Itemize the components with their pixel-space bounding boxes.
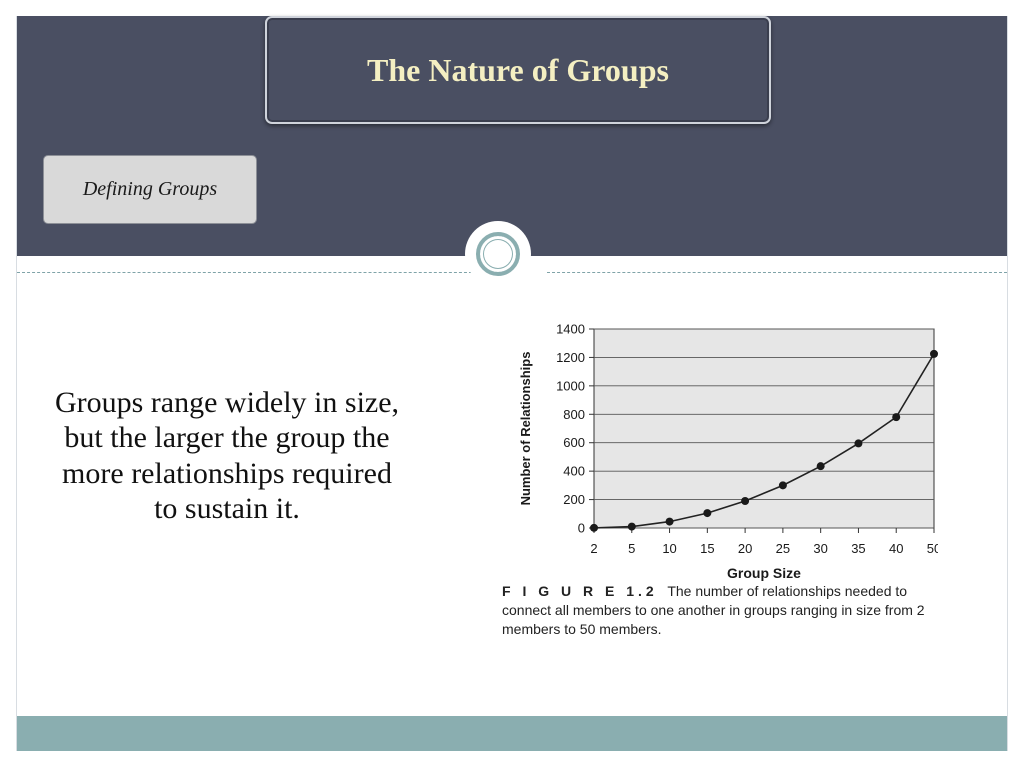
series-line (593, 353, 935, 529)
data-point (665, 517, 674, 526)
data-point (854, 439, 863, 448)
y-tick-label: 0 (578, 521, 585, 536)
data-point (703, 509, 712, 518)
y-tick-label: 1000 (556, 378, 585, 393)
data-point (892, 413, 901, 422)
data-point (778, 481, 787, 490)
data-points (590, 349, 938, 532)
x-tick-label: 30 (813, 541, 827, 556)
x-tick-label: 50 (927, 541, 938, 556)
plot-area (593, 328, 935, 529)
y-axis-label: Number of Relationships (518, 352, 533, 506)
x-tick-label: 15 (700, 541, 714, 556)
data-point (590, 523, 598, 532)
x-tick-label: 2 (590, 541, 597, 556)
y-tick-label: 1400 (556, 322, 585, 337)
x-tick-label: 40 (889, 541, 903, 556)
data-point (741, 496, 750, 505)
data-point (627, 522, 636, 531)
figure-caption-text: The number of relationships needed to co… (502, 583, 925, 637)
y-axis-ticks: 0 200 400 600 800 1000 1200 1400 (556, 322, 594, 536)
body-text: Groups range widely in size, but the lar… (54, 386, 400, 526)
x-tick-label: 35 (851, 541, 865, 556)
divider-line-right (547, 272, 1007, 273)
x-tick-label: 25 (776, 541, 790, 556)
slide-title-box: The Nature of Groups (265, 16, 771, 124)
gridlines (594, 328, 934, 529)
data-point (816, 462, 825, 471)
y-tick-label: 200 (563, 492, 585, 507)
x-tick-label: 5 (628, 541, 635, 556)
subtitle-box: Defining Groups (43, 155, 257, 224)
y-tick-label: 400 (563, 464, 585, 479)
y-tick-label: 600 (563, 435, 585, 450)
footer-band (17, 716, 1007, 751)
x-axis-ticks: 2 5 10 15 20 25 30 35 40 50 (590, 528, 938, 556)
slide-title: The Nature of Groups (367, 51, 669, 88)
divider-line-left (17, 272, 477, 273)
ring-inner (476, 232, 520, 276)
figure-label: F I G U R E 1.2 (502, 583, 658, 599)
x-tick-label: 10 (662, 541, 676, 556)
slide-subtitle: Defining Groups (82, 178, 218, 200)
divider-ring-icon (465, 221, 531, 287)
y-tick-label: 800 (563, 407, 585, 422)
figure-caption: F I G U R E 1.2 The number of relationsh… (502, 582, 942, 639)
y-tick-label: 1200 (556, 350, 585, 365)
x-tick-label: 20 (738, 541, 752, 556)
data-point (930, 349, 938, 358)
x-axis-label: Group Size (727, 565, 801, 581)
